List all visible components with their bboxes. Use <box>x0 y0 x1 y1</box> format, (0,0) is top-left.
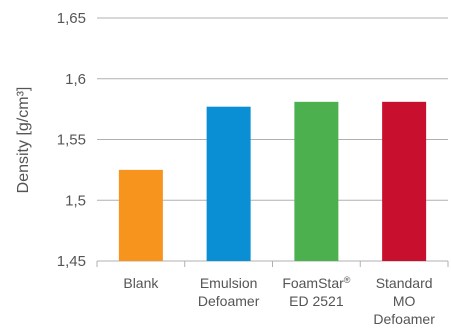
y-axis-label: Density [g/cm³] <box>15 87 32 194</box>
category-labels: Blank Emulsion Defoamer FoamStar® ED 2521 Sta… <box>123 275 435 327</box>
y-tick-label: 1,5 <box>65 192 86 209</box>
bar <box>382 101 427 262</box>
bars <box>118 101 427 262</box>
y-tick-label: 1,45 <box>57 253 86 270</box>
bar <box>294 101 339 262</box>
category-label: FoamStar® <box>282 275 350 291</box>
category-label: MO <box>393 293 416 309</box>
y-tick-label: 1,6 <box>65 71 86 88</box>
category-label: Emulsion <box>200 275 258 291</box>
category-label: Standard <box>376 275 433 291</box>
y-tick-labels: 1,45 1,5 1,55 1,6 1,65 <box>57 10 86 270</box>
y-tick-label: 1,55 <box>57 132 86 149</box>
y-tick-label: 1,65 <box>57 10 86 27</box>
category-label: Blank <box>123 275 159 291</box>
category-label: ED 2521 <box>289 293 344 309</box>
category-label: Defoamer <box>198 293 260 309</box>
bar <box>206 106 251 261</box>
bar <box>118 169 163 261</box>
x-tick-marks <box>96 261 449 267</box>
category-label: Defoamer <box>373 311 435 327</box>
